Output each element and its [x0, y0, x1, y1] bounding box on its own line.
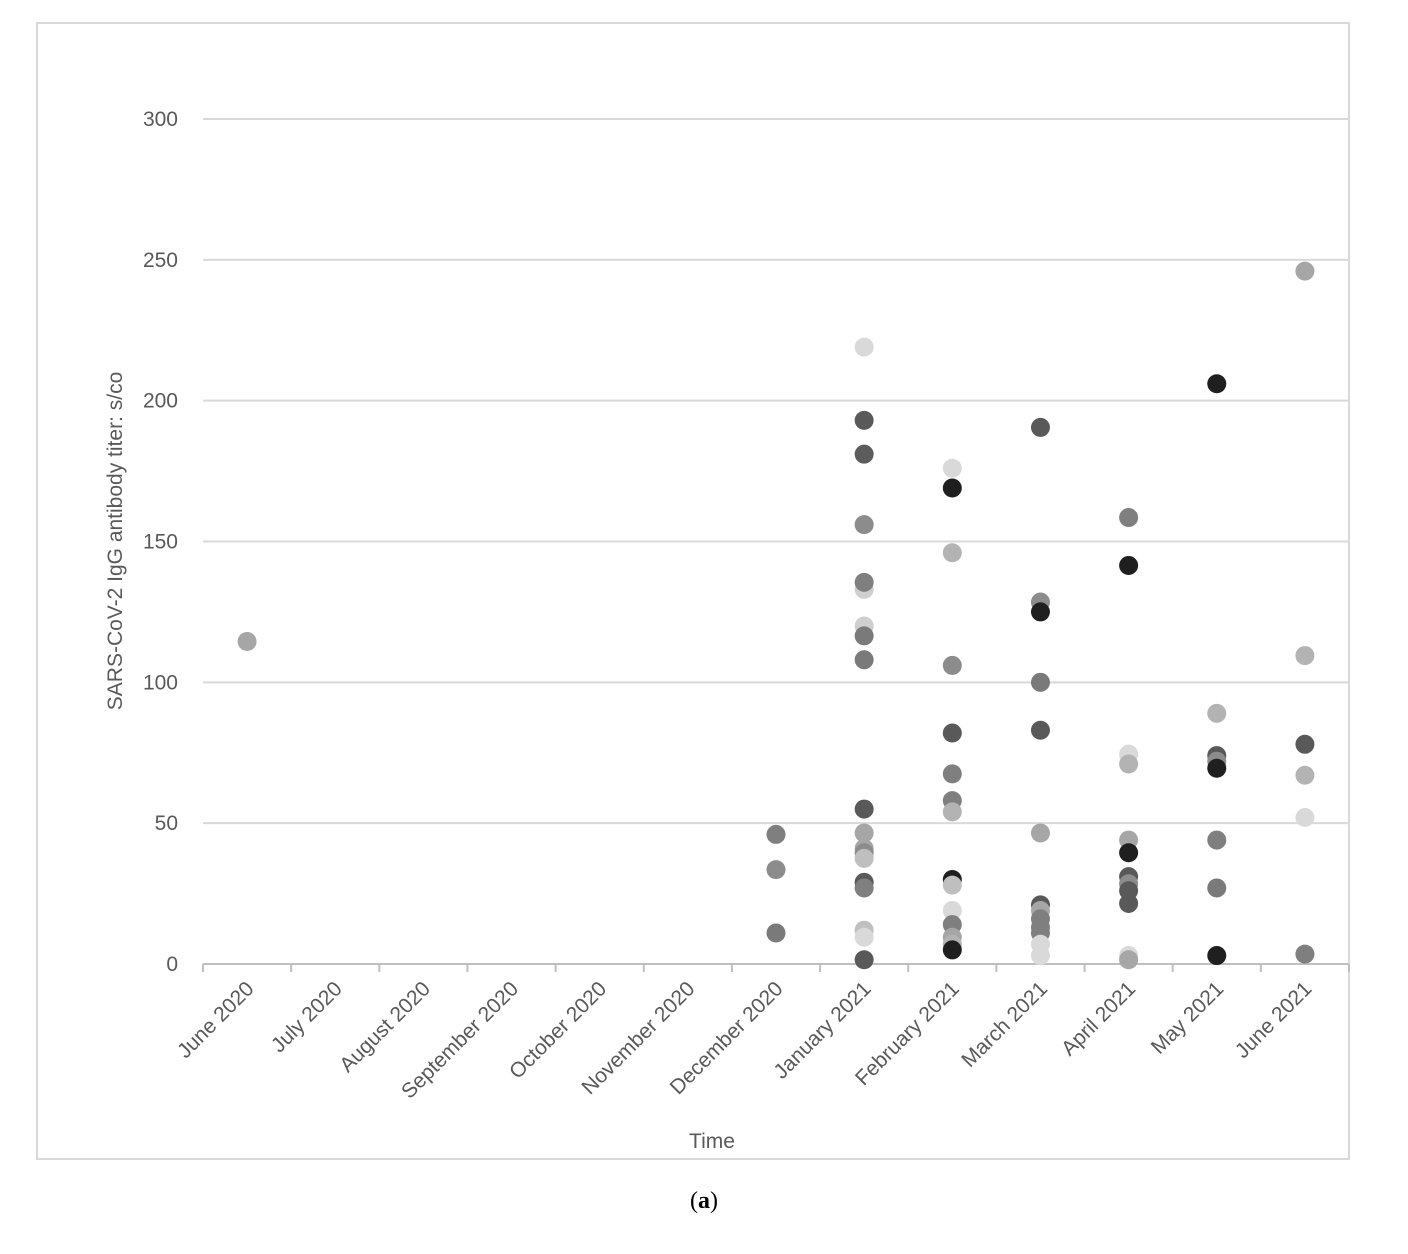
data-point — [854, 823, 874, 843]
caption-close-paren: ) — [710, 1188, 718, 1214]
data-point — [1207, 703, 1227, 723]
figure-caption: (a) — [0, 1188, 1408, 1215]
x-axis-title: Time — [689, 1130, 735, 1153]
y-tick-label: 200 — [143, 390, 178, 413]
data-point — [854, 650, 874, 670]
data-point — [942, 900, 962, 920]
y-tick-label: 250 — [143, 249, 178, 272]
data-point — [1295, 808, 1315, 828]
data-point — [854, 572, 874, 592]
data-point — [942, 940, 962, 960]
data-point — [854, 410, 874, 430]
data-point — [1030, 602, 1050, 622]
data-point — [1295, 734, 1315, 754]
data-point — [942, 655, 962, 675]
data-point — [942, 478, 962, 498]
data-point — [942, 723, 962, 743]
data-point — [854, 515, 874, 535]
data-point — [942, 802, 962, 822]
data-point — [1119, 950, 1139, 970]
data-point — [1030, 946, 1050, 966]
data-point — [1295, 261, 1315, 281]
data-point — [766, 923, 786, 943]
data-point — [766, 860, 786, 880]
gridlines — [203, 118, 1349, 825]
y-tick-label: 300 — [143, 108, 178, 131]
x-tick-label: August 2020 — [335, 977, 435, 1077]
data-point — [237, 631, 257, 651]
data-point — [942, 764, 962, 784]
x-tick-label: March 2021 — [957, 977, 1052, 1072]
data-point — [1030, 823, 1050, 843]
data-point — [854, 799, 874, 819]
data-point — [1207, 946, 1227, 966]
data-point — [1119, 508, 1139, 528]
data-point — [766, 824, 786, 844]
data-point — [1207, 878, 1227, 898]
data-point — [942, 875, 962, 895]
data-point — [854, 927, 874, 947]
data-point — [854, 848, 874, 868]
x-tick-label: April 2021 — [1057, 977, 1140, 1060]
data-point — [1030, 417, 1050, 437]
data-point — [1295, 646, 1315, 666]
data-point — [942, 458, 962, 478]
x-tick-label: June 2020 — [173, 977, 259, 1063]
x-tick-label: June 2021 — [1231, 977, 1317, 1063]
y-tick-label: 100 — [143, 671, 178, 694]
data-point — [854, 626, 874, 646]
data-point — [1030, 720, 1050, 740]
data-points — [237, 261, 1315, 970]
y-tick-label: 50 — [155, 812, 178, 835]
data-point — [854, 337, 874, 357]
caption-open-paren: ( — [690, 1188, 698, 1214]
x-tick-label: July 2020 — [267, 977, 347, 1057]
data-point — [1295, 944, 1315, 964]
data-point — [1207, 830, 1227, 850]
data-point — [1295, 765, 1315, 785]
data-point — [1119, 754, 1139, 774]
y-tick-labels: 0 50 100 150 200 250 300 — [143, 108, 178, 976]
y-tick-label: 150 — [143, 531, 178, 554]
y-axis-title: SARS-CoV-2 IgG antibody titer: s/co — [104, 372, 127, 710]
chart-frame — [36, 22, 1350, 1160]
data-point — [1119, 843, 1139, 863]
data-point — [1030, 672, 1050, 692]
caption-letter: a — [698, 1188, 710, 1214]
data-point — [1207, 758, 1227, 778]
data-point — [854, 950, 874, 970]
data-point — [942, 543, 962, 563]
data-point — [1119, 893, 1139, 913]
y-tick-label: 0 — [166, 953, 178, 976]
x-tick-label: May 2021 — [1147, 977, 1228, 1058]
data-point — [854, 444, 874, 464]
x-axis — [202, 963, 1350, 972]
data-point — [854, 878, 874, 898]
data-point — [1207, 374, 1227, 394]
data-point — [1119, 555, 1139, 575]
